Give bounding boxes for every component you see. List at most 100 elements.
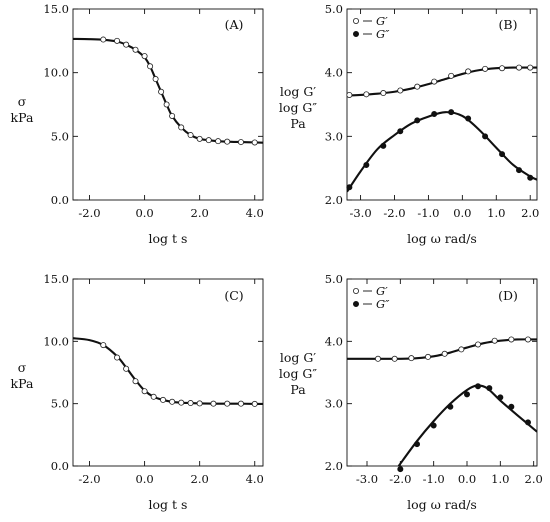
fit-curve [73,337,263,405]
data-point [132,378,139,385]
y-tick-label: 4.0 [325,66,343,80]
y-axis-label: log G′ [280,84,316,99]
legend-label: G′ [376,284,388,298]
y-tick-label: 0.0 [51,193,69,207]
panel-tag: (D) [498,288,518,303]
x-tick-label: 2.0 [191,206,209,220]
data-point [160,396,167,403]
g2-data-point [397,128,404,135]
y-tick-label: 15.0 [43,2,69,16]
x-tick-label: 0.0 [453,206,471,220]
x-tick-label: -2.0 [78,472,100,486]
data-point [408,355,415,362]
x-tick-label: -3.0 [349,206,371,220]
panel-tag: (A) [225,17,244,32]
data-point [431,78,438,85]
y-tick-label: 0.0 [51,459,69,473]
g2-data-point [482,133,489,140]
g2-data-point [447,403,454,410]
x-tick-label: -1.0 [423,472,445,486]
g2-data-point [527,174,534,181]
x-tick-label: 0.0 [458,472,476,486]
data-point [482,65,489,72]
data-point [397,87,404,94]
x-tick-label: 2.0 [525,472,543,486]
data-point [123,41,130,48]
plot-frame [72,278,264,467]
x-axis-label: log ω rad/s [407,231,477,246]
x-tick-label: 1.0 [491,472,509,486]
y-axis-label: Pa [290,382,306,397]
g2-data-point [346,184,353,191]
g2-data-point [430,422,437,429]
x-tick-label: -3.0 [356,472,378,486]
legend-marker [352,287,359,294]
data-point [527,64,534,71]
y-axis-label: kPa [11,376,34,391]
data-point [441,350,448,357]
plot-frame [346,8,538,201]
data-point [100,36,107,43]
g2-data-point [414,117,421,124]
y-tick-label: 5.0 [325,2,343,16]
g2-data-point [448,109,455,116]
g2-data-point [413,441,420,448]
data-point [132,46,139,53]
g2-data-point [516,167,523,174]
g2-data-point [465,115,472,122]
data-point [163,101,170,108]
data-point [187,132,194,139]
y-tick-label: 2.0 [325,193,343,207]
data-point [251,139,258,146]
data-point [141,53,148,60]
x-axis-label: log t s [149,497,188,512]
data-point [141,388,148,395]
data-point [178,399,185,406]
g2-data-point [431,111,438,118]
data-point [458,346,465,353]
x-tick-label: 4.0 [246,206,264,220]
y-axis-label: σ [18,94,27,109]
x-tick-label: 2.0 [191,472,209,486]
data-point [525,336,532,343]
data-point [448,72,455,79]
data-point [346,91,353,98]
g2-data-point [463,391,470,398]
legend-marker [352,17,359,24]
data-point [224,400,231,407]
y-tick-label: 5.0 [51,129,69,143]
data-point [414,83,421,90]
g2-data-point [499,151,506,158]
data-point [196,135,203,142]
y-axis-label: σ [18,360,27,375]
y-axis-label: log G″ [279,366,317,381]
x-tick-label: -2.0 [389,472,411,486]
y-tick-label: 15.0 [43,272,69,286]
data-point [251,400,258,407]
legend-marker [352,30,359,37]
data-point [508,336,515,343]
panel-tag: (B) [499,17,518,32]
y-tick-label: 5.0 [51,397,69,411]
fit-curve [397,384,537,466]
plot-frame [346,278,538,467]
data-point [474,341,481,348]
data-point [237,139,244,146]
g2-data-point [486,385,493,392]
data-point [114,354,121,361]
data-point [491,337,498,344]
data-point [215,138,222,145]
y-axis-label: kPa [11,110,34,125]
legend-marker [352,300,359,307]
panel-b: -3.0 -2.0 -1.0 0.0 1.0 2.0 2.0 3.0 4.0 5.0 log ω r… [279,2,539,246]
x-axis-label: log ω rad/s [407,497,477,512]
panel-tag: (C) [224,288,243,303]
data-point [391,355,398,362]
plot-frame [72,8,264,201]
g2-data-point [474,383,481,390]
x-axis-label: log t s [149,231,188,246]
g2-data-point [497,394,504,401]
fit-curve [347,338,537,360]
